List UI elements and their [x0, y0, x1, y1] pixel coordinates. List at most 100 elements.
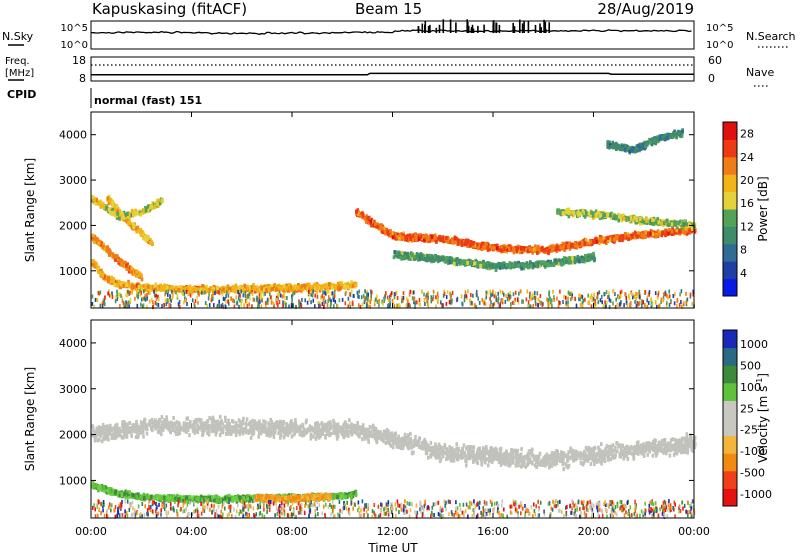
power-cell — [275, 287, 278, 292]
power-cell — [465, 238, 468, 243]
power-cell — [358, 303, 360, 308]
power-cell — [292, 303, 294, 308]
power-cell — [676, 304, 678, 308]
power-cell — [260, 286, 263, 291]
power-cell — [367, 217, 370, 222]
power-cell — [104, 295, 106, 300]
power-cell — [552, 289, 554, 294]
power-cell — [681, 228, 685, 233]
power-cell — [248, 292, 251, 297]
power-cell — [460, 243, 464, 247]
power-cell — [253, 286, 256, 291]
power-cell — [107, 201, 111, 206]
power-cell — [244, 290, 247, 295]
power-cell — [313, 282, 317, 287]
power-cell — [164, 298, 167, 303]
power-cell — [165, 302, 168, 307]
power-cell — [160, 286, 163, 291]
power-cell — [351, 300, 354, 305]
power-cell — [119, 258, 123, 263]
power-cell — [243, 283, 246, 288]
power-cell — [501, 298, 503, 303]
power-cell — [636, 232, 640, 237]
power-cell — [497, 300, 499, 305]
power-cell — [691, 302, 694, 307]
power-cell — [482, 246, 485, 251]
power-cell — [248, 289, 251, 294]
power-cell — [593, 292, 595, 297]
power-cell — [91, 233, 95, 238]
power-cell — [215, 290, 218, 294]
power-cell — [350, 283, 353, 288]
power-cell — [424, 257, 427, 261]
power-cell — [472, 293, 474, 298]
power-cell — [343, 283, 346, 288]
power-cell — [678, 131, 681, 136]
power-cell — [561, 211, 565, 215]
power-cell — [530, 264, 533, 269]
cpid-label: CPID — [7, 88, 36, 101]
power-cell — [503, 246, 506, 251]
power-cell — [286, 296, 288, 300]
power-cell — [672, 294, 675, 298]
power-cell — [371, 220, 374, 225]
power-cell — [581, 300, 584, 305]
power-cell — [99, 203, 103, 208]
power-cell — [323, 284, 326, 289]
power-cell — [112, 279, 115, 284]
power-cell — [602, 213, 605, 218]
power-cell — [668, 289, 671, 294]
power-cell — [358, 294, 360, 299]
power-cell — [673, 301, 676, 306]
power-cell — [144, 206, 147, 210]
power-cell — [693, 229, 697, 234]
power-cell — [96, 298, 99, 302]
power-cell — [113, 203, 117, 208]
power-cell — [485, 290, 487, 295]
power-cell — [419, 234, 423, 239]
power-cell — [341, 297, 344, 302]
power-cell — [156, 285, 160, 290]
power-cell — [509, 246, 513, 251]
power-cell — [451, 239, 454, 244]
power-cell — [391, 231, 394, 236]
power-cell — [580, 240, 583, 245]
power-cell — [463, 298, 466, 303]
power-cell — [122, 216, 125, 220]
power-cell — [240, 289, 243, 294]
power-cell — [320, 295, 322, 300]
power-cell — [524, 264, 527, 269]
power-cell — [601, 237, 604, 242]
power-cell — [619, 216, 623, 221]
power-cell — [337, 287, 340, 292]
power-cell — [427, 236, 431, 241]
power-cell — [605, 290, 608, 295]
power-cell — [118, 282, 121, 287]
power-cell — [145, 293, 148, 297]
power-cell — [246, 303, 249, 308]
power-cell — [95, 264, 99, 269]
power-cell — [245, 286, 248, 291]
power-cell — [398, 235, 401, 240]
nsky-spikes — [417, 19, 551, 33]
power-cell — [465, 242, 468, 247]
power-cell — [446, 235, 450, 240]
power-cell — [566, 244, 570, 249]
power-cell — [445, 301, 448, 306]
power-cell — [415, 237, 418, 242]
power-cell — [579, 211, 582, 216]
power-cell — [141, 230, 144, 234]
power-cell — [477, 246, 480, 251]
power-cell — [174, 286, 178, 291]
power-cell — [683, 300, 685, 305]
power-cell — [668, 231, 672, 236]
power-cell — [493, 301, 496, 306]
power-cell — [598, 237, 602, 242]
power-cell — [536, 250, 539, 255]
power-cell — [649, 231, 652, 236]
power-cell — [422, 234, 425, 239]
power-cell — [403, 251, 407, 256]
power-cell — [560, 261, 564, 266]
power-cell — [400, 232, 403, 237]
power-cell — [476, 243, 479, 248]
